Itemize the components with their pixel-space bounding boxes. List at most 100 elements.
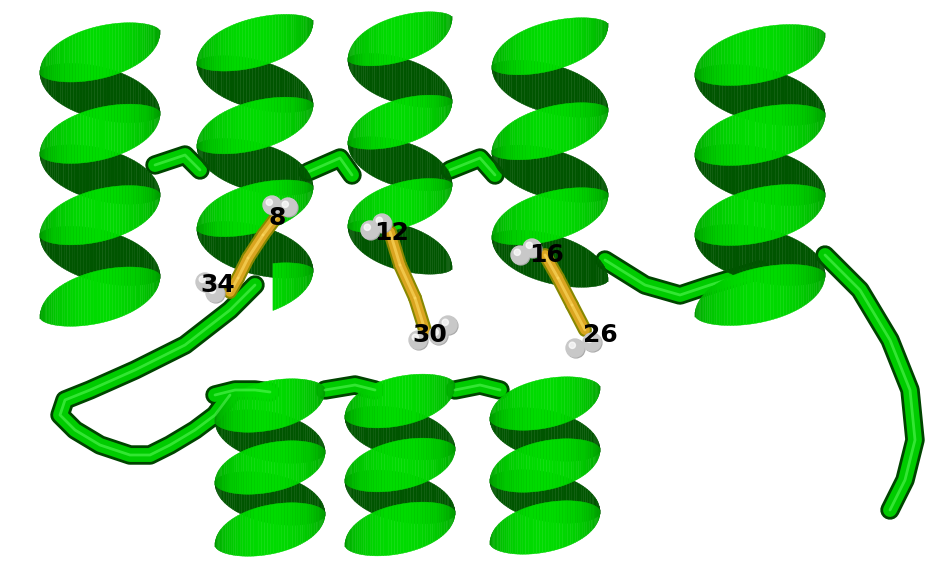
- Polygon shape: [588, 428, 590, 459]
- Polygon shape: [784, 265, 787, 316]
- Polygon shape: [422, 65, 425, 108]
- Polygon shape: [760, 27, 763, 83]
- Polygon shape: [535, 195, 539, 243]
- Polygon shape: [309, 184, 311, 201]
- Polygon shape: [220, 414, 222, 438]
- Polygon shape: [298, 15, 300, 49]
- Polygon shape: [302, 484, 304, 525]
- Polygon shape: [361, 33, 363, 65]
- Polygon shape: [401, 409, 404, 458]
- Polygon shape: [232, 411, 234, 448]
- Polygon shape: [289, 238, 291, 278]
- Polygon shape: [267, 505, 270, 555]
- Polygon shape: [205, 43, 206, 69]
- Polygon shape: [594, 506, 596, 528]
- Circle shape: [587, 336, 592, 342]
- Polygon shape: [538, 24, 541, 73]
- Polygon shape: [589, 380, 591, 409]
- Polygon shape: [438, 179, 439, 211]
- Polygon shape: [394, 139, 396, 186]
- Polygon shape: [544, 472, 547, 521]
- Polygon shape: [296, 242, 298, 277]
- Polygon shape: [201, 142, 203, 163]
- Polygon shape: [573, 501, 575, 544]
- Polygon shape: [708, 146, 710, 182]
- Polygon shape: [809, 88, 811, 124]
- Polygon shape: [530, 61, 533, 108]
- Polygon shape: [508, 391, 510, 429]
- Polygon shape: [148, 171, 150, 202]
- Polygon shape: [435, 375, 437, 413]
- Polygon shape: [542, 193, 545, 243]
- Polygon shape: [445, 83, 447, 106]
- Polygon shape: [392, 505, 395, 555]
- Polygon shape: [68, 199, 71, 245]
- Polygon shape: [296, 15, 298, 50]
- Polygon shape: [603, 95, 604, 114]
- Polygon shape: [354, 42, 355, 64]
- Polygon shape: [425, 150, 427, 191]
- Polygon shape: [574, 72, 577, 117]
- Polygon shape: [371, 513, 372, 556]
- Polygon shape: [582, 502, 584, 539]
- Polygon shape: [789, 24, 792, 73]
- Polygon shape: [584, 487, 586, 522]
- Polygon shape: [737, 192, 741, 245]
- Polygon shape: [755, 108, 759, 164]
- Polygon shape: [544, 23, 546, 72]
- Polygon shape: [278, 379, 281, 428]
- Polygon shape: [733, 114, 735, 165]
- Polygon shape: [52, 210, 54, 243]
- Polygon shape: [142, 165, 143, 203]
- Polygon shape: [603, 106, 605, 124]
- Polygon shape: [562, 501, 565, 548]
- Polygon shape: [362, 471, 365, 509]
- Polygon shape: [313, 505, 315, 536]
- Polygon shape: [201, 225, 202, 244]
- Polygon shape: [137, 162, 139, 204]
- Polygon shape: [358, 521, 359, 554]
- Polygon shape: [272, 442, 275, 492]
- Polygon shape: [423, 149, 425, 191]
- Polygon shape: [392, 17, 395, 64]
- Polygon shape: [111, 187, 114, 239]
- Polygon shape: [783, 24, 787, 76]
- Polygon shape: [304, 168, 306, 193]
- Polygon shape: [703, 214, 704, 242]
- Polygon shape: [140, 105, 142, 144]
- Polygon shape: [221, 466, 222, 490]
- Polygon shape: [312, 429, 314, 461]
- Polygon shape: [552, 105, 555, 155]
- Polygon shape: [815, 27, 816, 57]
- Polygon shape: [713, 146, 715, 185]
- Polygon shape: [349, 466, 350, 487]
- Polygon shape: [354, 222, 355, 244]
- Polygon shape: [289, 14, 291, 54]
- Circle shape: [362, 222, 380, 240]
- Polygon shape: [439, 243, 440, 274]
- Polygon shape: [280, 97, 283, 142]
- Polygon shape: [220, 529, 221, 551]
- Polygon shape: [46, 217, 47, 242]
- Polygon shape: [528, 113, 531, 160]
- Polygon shape: [218, 221, 221, 261]
- Polygon shape: [265, 181, 268, 231]
- Polygon shape: [546, 234, 549, 283]
- Polygon shape: [155, 27, 156, 48]
- Polygon shape: [116, 186, 120, 237]
- Polygon shape: [506, 471, 507, 507]
- Polygon shape: [705, 132, 707, 163]
- Polygon shape: [595, 382, 597, 402]
- Polygon shape: [505, 409, 506, 444]
- Polygon shape: [587, 379, 589, 410]
- Polygon shape: [698, 70, 699, 90]
- Polygon shape: [709, 47, 711, 84]
- Polygon shape: [62, 283, 65, 326]
- Polygon shape: [74, 64, 76, 112]
- Polygon shape: [227, 192, 229, 236]
- Polygon shape: [590, 430, 592, 458]
- Polygon shape: [308, 442, 310, 478]
- Polygon shape: [552, 439, 555, 489]
- Polygon shape: [812, 170, 814, 203]
- Polygon shape: [123, 186, 126, 235]
